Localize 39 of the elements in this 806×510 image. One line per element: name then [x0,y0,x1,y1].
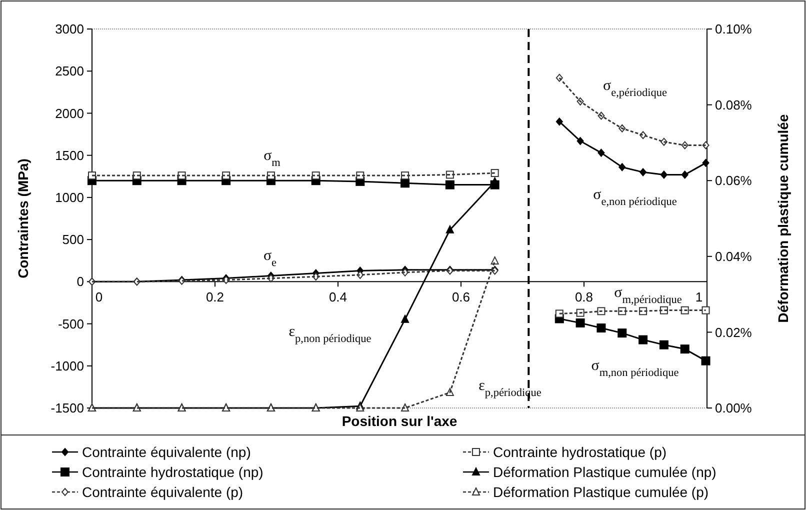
x-tick-label: 1 [695,290,703,305]
legend-label: Contrainte équivalente (np) [82,444,251,460]
y-tick-label: 2000 [55,106,84,121]
y-tick-label: 1000 [55,190,84,205]
legend-label: Déformation Plastique cumulée (np) [493,464,716,480]
y-tick-label: 500 [62,232,84,248]
legend-label: Contrainte hydrostatique (p) [493,444,667,460]
x-axis-title: Position sur l'axe [342,413,458,429]
y-tick-label: 2500 [55,64,84,79]
annotation: σ$_{m,périodique}$ [614,285,682,306]
y-tick-label: 1500 [55,148,84,163]
x-tick-label: 0.6 [452,290,470,305]
y2-tick-label: 0.04% [715,248,752,264]
legend-label: Contrainte hydrostatique (np) [82,464,264,480]
x-tick-label: 0.2 [206,290,224,305]
y2-axis-title: Déformation plastique cumulée [775,114,791,323]
y2-tick-label: 0.02% [715,324,752,340]
x-tick-label: 0 [95,290,103,305]
y2-tick-label: 0.06% [715,173,752,188]
annotation: σ$_{m,non périodique}$ [591,358,679,379]
y-tick-label: 0 [76,274,84,290]
annotation: σ$_{e}$ [263,248,277,269]
annotation: σ$_{m}$ [264,148,281,169]
annotation: σ$_{e,périodique}$ [602,78,668,99]
x-tick-label: 0.8 [574,290,594,305]
x-tick-label: 0.4 [328,290,348,305]
y-axis-title: Contraintes (MPa) [15,158,31,278]
y-tick-label: -1000 [50,358,84,374]
legend-label: Contrainte équivalente (p) [82,484,244,500]
y-tick-label: 3000 [55,22,84,37]
y2-tick-label: 0.08% [715,97,752,112]
legend-label: Déformation Plastique cumulée (p) [493,484,709,500]
y2-tick-label: 0.00% [715,400,752,416]
y-tick-label: -500 [58,316,84,332]
annotation: σ$_{e,non périodique}$ [593,187,677,208]
y2-tick-label: 0.10% [715,22,752,37]
y-tick-label: -1500 [50,400,84,416]
annotation: ε$_{p,non périodique}$ [288,324,372,345]
annotation: ε$_{p,périodique}$ [478,378,542,399]
